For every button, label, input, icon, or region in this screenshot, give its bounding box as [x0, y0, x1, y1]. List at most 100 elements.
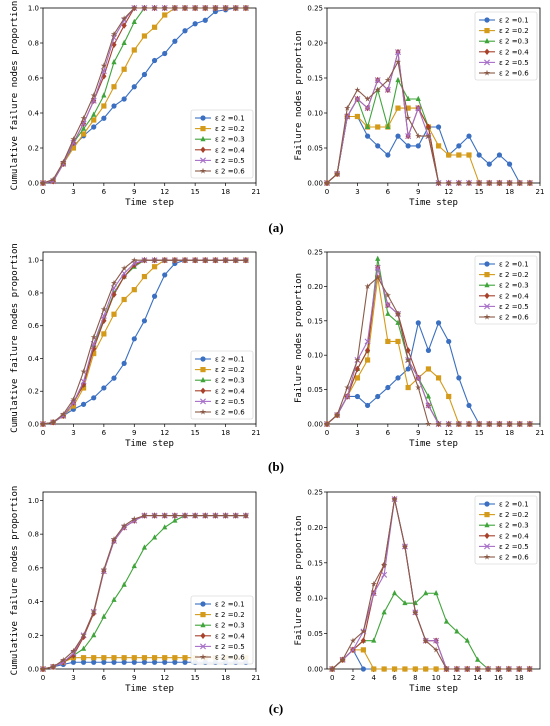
legend-marker: [200, 157, 206, 164]
data-point: [80, 378, 87, 385]
legend-label: ε 2 =0.6: [499, 554, 529, 562]
data-point: [425, 123, 432, 131]
data-point: [391, 495, 398, 502]
data-point: [385, 338, 391, 345]
data-point: [506, 179, 513, 186]
data-point: [141, 512, 148, 519]
data-point: [151, 659, 158, 665]
legend-item: ε 2 =0.1: [479, 501, 529, 509]
data-point: [425, 402, 432, 409]
data-point: [405, 366, 411, 372]
data-point: [91, 350, 97, 357]
legend-item: ε 2 =0.2: [479, 27, 529, 35]
data-point: [374, 77, 381, 84]
data-point: [151, 57, 158, 64]
data-point: [526, 420, 533, 427]
legend-label: ε 2 =0.5: [215, 643, 245, 651]
data-point: [425, 420, 432, 427]
legend-box: [474, 495, 538, 565]
legend-item: ε 2 =0.5: [479, 59, 529, 67]
y-tick-label: 0.0: [28, 421, 39, 429]
legend-label: ε 2 =0.6: [499, 314, 529, 322]
data-point: [391, 666, 398, 672]
legend-box: [190, 109, 254, 179]
x-tick-label: 9: [132, 429, 136, 437]
data-point: [425, 393, 432, 399]
legend: ε 2 =0.1 ε 2 =0.2 ε 2 =0.3 ε 2 =0.4 ε 2 =0.5…: [190, 109, 254, 179]
data-point: [91, 124, 97, 130]
data-point: [141, 5, 148, 11]
data-point: [60, 158, 67, 165]
data-point: [364, 123, 371, 129]
data-point: [121, 581, 127, 587]
x-tick-label: 0: [330, 674, 334, 682]
data-point: [151, 256, 158, 263]
data-point: [381, 666, 387, 672]
data-point: [324, 179, 331, 186]
data-point: [192, 256, 199, 263]
data-point: [506, 161, 513, 167]
chart-panel-6: 0 2 4 6 8 10 12 14 16 18 0.00 0.05 0.10 0.15 0.20 0.25 T…: [294, 489, 541, 694]
data-point: [182, 655, 188, 661]
data-point: [172, 659, 178, 665]
data-point: [182, 28, 188, 34]
legend: ε 2 =0.1 ε 2 =0.2 ε 2 =0.3 ε 2 =0.4 ε 2 =0.5…: [474, 495, 538, 565]
data-point: [192, 5, 199, 11]
data-point: [70, 647, 77, 654]
data-point: [364, 338, 371, 345]
data-point: [334, 411, 341, 418]
data-point: [476, 420, 483, 427]
data-point: [475, 656, 481, 662]
x-tick-label: 15: [191, 429, 200, 437]
x-tick-label: 3: [355, 188, 359, 196]
data-point: [423, 590, 429, 596]
caption-c: (c): [269, 701, 283, 716]
y-tick-label: 1.0: [28, 5, 39, 13]
legend-item: ε 2 =0.3: [195, 136, 245, 144]
y-tick-label: 0.00: [307, 666, 323, 674]
data-point: [202, 5, 209, 11]
data-point: [182, 659, 188, 665]
data-point: [415, 95, 421, 101]
data-point: [101, 613, 107, 619]
data-point: [181, 5, 189, 11]
legend-item: ε 2 =0.5: [195, 157, 245, 165]
data-point: [131, 659, 137, 665]
data-point: [121, 15, 128, 22]
data-point: [324, 420, 331, 427]
legend-label: ε 2 =0.6: [215, 168, 245, 176]
data-point: [385, 310, 391, 316]
data-point: [131, 47, 137, 53]
legend-label: ε 2 =0.1: [499, 17, 529, 25]
data-point: [162, 659, 168, 665]
data-point: [394, 310, 402, 317]
legend-label: ε 2 =0.3: [499, 522, 529, 530]
data-point: [364, 95, 371, 102]
legend-label: ε 2 =0.4: [215, 146, 245, 154]
data-point: [40, 420, 47, 427]
legend-item: ε 2 =0.3: [479, 522, 529, 530]
series-6: [324, 274, 533, 427]
legend-marker: [484, 303, 490, 310]
x-tick-label: 3: [71, 429, 75, 437]
data-point: [131, 515, 138, 522]
data-point: [516, 179, 523, 186]
legend-label: ε 2 =0.5: [499, 303, 529, 311]
data-point: [465, 179, 473, 186]
y-tick-label: 0.25: [307, 5, 323, 13]
data-point: [111, 41, 117, 48]
legend-item: ε 2 =0.6: [479, 554, 529, 562]
data-point: [242, 512, 249, 519]
data-point: [354, 375, 361, 381]
legend-marker: [200, 643, 206, 650]
x-tick-label: 10: [432, 674, 441, 682]
legend-item: ε 2 =0.1: [195, 356, 245, 364]
x-tick-label: 2: [351, 674, 355, 682]
data-point: [212, 256, 219, 263]
data-point: [162, 50, 168, 57]
legend-item: ε 2 =0.6: [479, 70, 529, 78]
data-point: [423, 666, 429, 672]
legend-label: ε 2 =0.5: [499, 543, 529, 551]
legend-item: ε 2 =0.2: [195, 366, 245, 374]
